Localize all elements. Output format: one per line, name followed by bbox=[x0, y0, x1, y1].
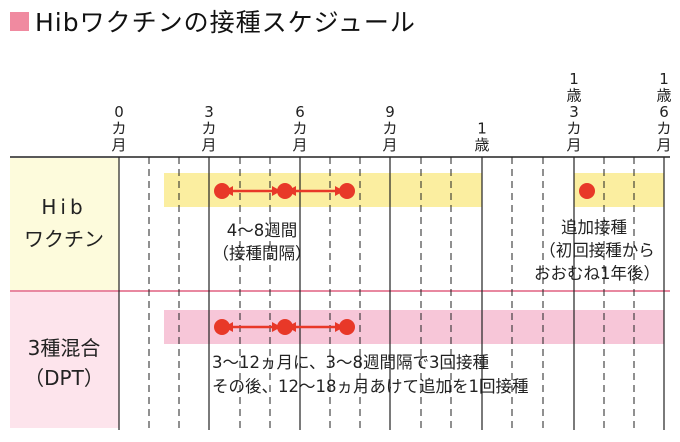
title-marker bbox=[10, 11, 29, 31]
axis-label-m0-char-2: 月 bbox=[111, 136, 126, 154]
axis-label-m6-char-0: 6 bbox=[295, 103, 305, 121]
dpt-note-line1: 3～12ヵ月に、3～8週間隔で3回接種 bbox=[212, 353, 489, 372]
dpt-doses bbox=[214, 319, 355, 335]
title-text: Hibワクチンの接種スケジュール bbox=[35, 8, 416, 37]
axis-label-m6: 6カ月 bbox=[292, 103, 307, 154]
axis-label-y1m3-char-3: カ bbox=[566, 120, 581, 138]
row-label-hib: Hib ワクチン bbox=[24, 195, 104, 251]
hib-note-booster: 追加接種 （初回接種から おおむね1年後） bbox=[534, 218, 660, 283]
dpt-note-schedule: 3～12ヵ月に、3～8週間隔で3回接種 その後、12～18ヵ月あけて追加を1回接… bbox=[212, 353, 529, 396]
axis-label-m6-char-1: カ bbox=[292, 120, 307, 138]
axis-label-m3: 3カ月 bbox=[201, 103, 216, 154]
dpt-note-line2: その後、12～18ヵ月あけて追加を1回接種 bbox=[212, 377, 529, 396]
axis-label-y1: 1歳 bbox=[474, 120, 489, 155]
hib-arrow-1-head-right bbox=[272, 186, 281, 196]
row-label-bg-hib bbox=[10, 158, 119, 290]
axis-label-m3-char-2: 月 bbox=[201, 136, 216, 154]
axis-label-y1m6-char-3: カ bbox=[656, 120, 671, 138]
dpt-dose-3 bbox=[339, 319, 355, 335]
axis-label-y1m6-char-2: 6 bbox=[659, 103, 669, 121]
axis-label-m9-char-2: 月 bbox=[382, 136, 397, 154]
hib-dose-1 bbox=[214, 183, 230, 199]
axis-label-y1m6-char-4: 月 bbox=[656, 136, 671, 154]
row-label-hib-line1: Hib bbox=[41, 195, 86, 219]
dpt-dose-2 bbox=[277, 319, 293, 335]
dpt-dose-1 bbox=[214, 319, 230, 335]
axis-label-y1m3-char-2: 3 bbox=[569, 103, 579, 121]
axis-label-y1m6-char-1: 歳 bbox=[656, 87, 671, 105]
row-label-dpt-line1: 3種混合 bbox=[28, 336, 101, 360]
hib-dose-2 bbox=[277, 183, 293, 199]
hib-note-interval-line2: （接種間隔） bbox=[213, 244, 312, 263]
hib-note-interval: 4～8週間 （接種間隔） bbox=[213, 221, 312, 263]
title: Hibワクチンの接種スケジュール bbox=[10, 4, 416, 38]
hib-dose-booster bbox=[579, 183, 595, 199]
axis-label-m9-char-1: カ bbox=[382, 120, 397, 138]
axis-label-y1m6-char-0: 1 bbox=[659, 70, 669, 88]
row-label-bg-dpt bbox=[10, 292, 119, 428]
row-label-dpt: 3種混合 （DPT） bbox=[24, 336, 104, 390]
axis-label-m3-char-1: カ bbox=[201, 120, 216, 138]
hib-note-interval-line1: 4～8週間 bbox=[227, 221, 298, 240]
dpt-arrow-1-head-right bbox=[272, 322, 281, 332]
axis-label-y1-char-1: 歳 bbox=[474, 136, 489, 154]
hib-note-booster-line1: 追加接種 bbox=[561, 218, 627, 237]
row-label-hib-line2: ワクチン bbox=[24, 227, 104, 251]
hib-note-booster-line2: （初回接種から bbox=[539, 241, 655, 260]
hib-dose-3 bbox=[339, 183, 355, 199]
hib-note-booster-line3: おおむね1年後） bbox=[534, 264, 660, 283]
axis-label-m0-char-1: カ bbox=[111, 120, 126, 138]
axis-label-y1m3-char-4: 月 bbox=[566, 136, 581, 154]
grid-dashed bbox=[148, 157, 635, 430]
axis-label-y1m3-char-0: 1 bbox=[569, 70, 579, 88]
row-label-dpt-line2: （DPT） bbox=[24, 366, 104, 390]
axis-label-y1m3-char-1: 歳 bbox=[566, 87, 581, 105]
axis-label-m0-char-0: 0 bbox=[114, 103, 124, 121]
axis-label-y1-char-0: 1 bbox=[477, 120, 487, 138]
grid-solid bbox=[118, 157, 665, 430]
axis-label-m9-char-0: 9 bbox=[385, 103, 395, 121]
axis-label-m6-char-2: 月 bbox=[292, 136, 307, 154]
axis-label-m0: 0カ月 bbox=[111, 103, 126, 154]
axis-label-m9: 9カ月 bbox=[382, 103, 397, 154]
hib-doses bbox=[214, 183, 595, 199]
axis-label-m3-char-0: 3 bbox=[204, 103, 214, 121]
